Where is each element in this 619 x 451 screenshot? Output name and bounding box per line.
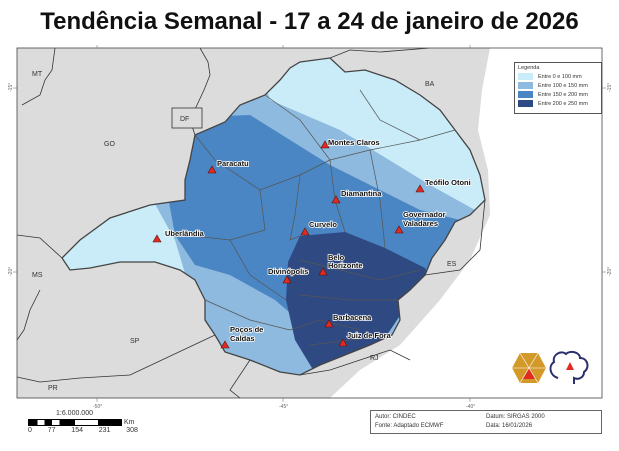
source: Fonte: Adaptado ECMWF [375, 423, 444, 429]
scale-unit: Km [124, 419, 135, 426]
city-markers [152, 140, 425, 349]
city-label-governador-valadares-1: Governador [403, 210, 446, 219]
graticule-ticks [13, 45, 606, 402]
city-label-governador-valadares-2: Valadares [403, 219, 438, 228]
author: Autor: CINDEC [375, 414, 416, 420]
legend-item: Entre 100 e 150 mm [518, 82, 598, 89]
state-label-pr: PR [48, 385, 58, 392]
map-title: Tendência Semanal - 17 a 24 de janeiro d… [40, 8, 579, 35]
city-label-diamantina: Diamantina [341, 189, 382, 198]
state-label-df: DF [180, 116, 189, 123]
city-label-montes-claros: Montes Claros [328, 138, 380, 147]
legend-swatch [518, 91, 533, 98]
city-marker-pocos-de-caldas [220, 340, 230, 349]
city-marker-paracatu [207, 165, 217, 174]
city-marker-montes-claros [320, 140, 330, 149]
city-label-paracatu: Paracatu [217, 159, 249, 168]
city-label-belo-horizonte-2: Horizonte [328, 261, 363, 270]
state-label-mt: MT [32, 71, 43, 78]
state-label-ms: MS [32, 272, 43, 279]
state-label-es: ES [447, 261, 457, 268]
scale-labels: 0 77 154 231 308 [28, 427, 138, 434]
scale-ratio: 1:6.000.000 [56, 410, 93, 417]
lat-tick-label: -20° [8, 267, 14, 276]
brain-logo [549, 350, 589, 384]
legend-swatch [518, 82, 533, 89]
state-label-sp: SP [130, 338, 140, 345]
legend-item: Entre 0 e 100 mm [518, 73, 598, 80]
city-marker-juiz-de-fora [338, 338, 348, 347]
city-label-uberlandia: Uberlândia [165, 229, 205, 238]
city-marker-curvelo [300, 227, 310, 236]
civil-defense-logo [512, 352, 546, 384]
lat-tick-label: -15° [607, 83, 613, 92]
city-label-juiz-de-fora: Juiz de Fora [347, 331, 392, 340]
city-label-teofilo-otoni: Teófilo Otoni [425, 178, 471, 187]
city-marker-belo-horizonte [318, 267, 328, 276]
city-marker-teofilo-otoni [415, 184, 425, 193]
lon-tick-label: -45° [279, 404, 288, 410]
legend-item: Entre 200 e 250 mm [518, 100, 598, 107]
scale-bar: 1:6.000.000 Km 0 77 154 231 308 [28, 410, 138, 434]
city-marker-diamantina [331, 195, 341, 204]
date: Data: 16/01/2026 [486, 423, 533, 429]
state-label-go: GO [104, 141, 115, 148]
credits-box: Autor: CINDEC Datum: SIRGAS 2000 Fonte: … [370, 410, 602, 434]
city-label-barbacena: Barbacena [333, 313, 372, 322]
city-label-belo-horizonte-1: Belo [328, 253, 345, 262]
legend-swatch [518, 73, 533, 80]
legend: Legenda Entre 0 e 100 mm Entre 100 e 150… [514, 62, 602, 114]
lon-tick-label: -40° [466, 404, 475, 410]
datum: Datum: SIRGAS 2000 [486, 414, 545, 420]
city-label-curvelo: Curvelo [309, 220, 337, 229]
city-label-pocos-de-caldas-2: Caldas [230, 334, 255, 343]
lon-tick-label: -50° [93, 404, 102, 410]
legend-title: Legenda [518, 65, 540, 71]
state-label-rj: RJ [370, 355, 379, 362]
lat-tick-label: -20° [607, 267, 613, 276]
city-marker-uberlandia [152, 234, 162, 243]
city-marker-barbacena [324, 319, 334, 328]
state-label-ba: BA [425, 81, 435, 88]
ocean [330, 48, 602, 398]
state-borders [17, 48, 486, 398]
legend-swatch [518, 100, 533, 107]
city-label-pocos-de-caldas-1: Poços de [230, 325, 263, 334]
scale-bar-graphic [28, 419, 122, 426]
lat-tick-label: -15° [8, 83, 14, 92]
city-label-divinopolis: Divinópolis [268, 267, 308, 276]
region-borders [184, 89, 456, 346]
city-marker-divinopolis [282, 275, 292, 284]
city-marker-governador-valadares [394, 225, 404, 234]
legend-item: Entre 150 e 200 mm [518, 91, 598, 98]
map-frame [16, 47, 603, 399]
